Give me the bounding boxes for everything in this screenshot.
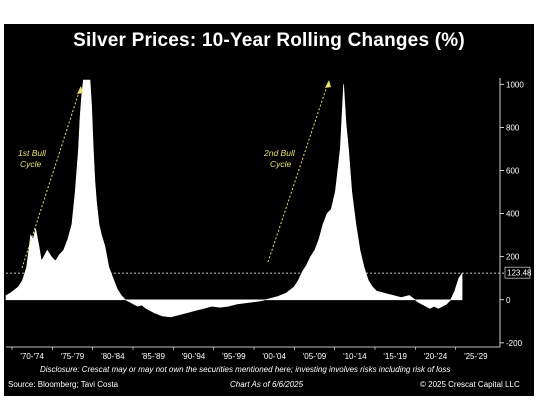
x-tick-label: '90-'94 [182,352,206,361]
y-tick-label: -200 [506,339,523,348]
x-tick-label: '85-'89 [141,352,165,361]
x-tick-label: '80-'84 [101,352,125,361]
x-tick-label: '05-'09 [303,352,327,361]
y-tick-label: 0 [506,296,511,305]
copyright-text: © 2025 Crescat Capital LLC [420,380,520,389]
cycle1-label-line1: 1st Bull [18,148,47,158]
cycle1-arrowhead [77,86,83,94]
chart-title: Silver Prices: 10-Year Rolling Changes (… [73,30,465,51]
x-tick-label: '25-'29 [464,352,488,361]
cycle2-arrowhead [325,80,331,88]
x-tick-label: '70-'74 [20,352,44,361]
chart-date-text: Chart As of 6/6/2025 [230,380,304,389]
disclosure-text: Disclosure: Crescat may or may not own t… [40,365,451,374]
series-area-0 [5,79,463,318]
y-tick-label: 1000 [506,80,524,89]
x-tick-label: '10-'14 [343,352,367,361]
x-tick-label: '15-'19 [383,352,407,361]
x-tick-label: '00-'04 [262,352,286,361]
y-tick-label: 800 [506,123,520,132]
cycle2-label-line2: Cycle [270,159,292,169]
x-tick-label: '95-'99 [222,352,246,361]
latest-value-box [504,266,531,279]
y-tick-label: 400 [506,210,520,219]
y-tick-label: 600 [506,166,520,175]
y-tick-label: 200 [506,253,520,262]
cycle2-label-line1: 2nd Bull [263,148,296,158]
x-tick-label: '75-'79 [61,352,85,361]
source-text: Source: Bloomberg; Tavi Costa [8,380,119,389]
cycle1-label-line2: Cycle [20,159,42,169]
x-tick-label: '20-'24 [424,352,448,361]
cycle2-trend-arrow [267,79,330,263]
latest-value-label: 123.48 [507,269,532,278]
